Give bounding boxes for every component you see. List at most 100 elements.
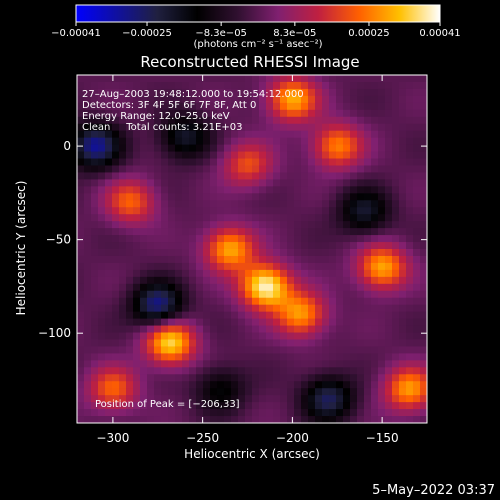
heatmap-cell [84, 207, 92, 215]
heatmap-cell [357, 339, 365, 347]
heatmap-cell [308, 130, 316, 139]
heatmap-cell [175, 172, 183, 180]
heatmap-cell [259, 416, 267, 423]
heatmap-cell [84, 144, 92, 152]
heatmap-cell [161, 193, 169, 201]
heatmap-cell [420, 262, 427, 271]
heatmap-cell [392, 130, 400, 139]
heatmap-cell [245, 388, 253, 396]
heatmap-cell [420, 151, 427, 159]
heatmap-cell [154, 75, 162, 83]
heatmap-cell [161, 346, 169, 354]
heatmap-cell [357, 242, 365, 250]
heatmap-cell [231, 325, 239, 333]
heatmap-cell [322, 339, 330, 347]
heatmap-cell [189, 360, 197, 368]
heatmap-cell [133, 269, 141, 278]
heatmap-cell [119, 339, 127, 347]
heatmap-cell [315, 207, 323, 215]
heatmap-cell [280, 346, 288, 354]
heatmap-cell [364, 409, 372, 417]
heatmap-cell [252, 235, 260, 243]
heatmap-cell [392, 151, 400, 159]
heatmap-cell [399, 374, 407, 382]
heatmap-cell [231, 75, 239, 83]
heatmap-cell [371, 353, 379, 361]
heatmap-cell [287, 360, 295, 368]
heatmap-cell [175, 81, 183, 90]
heatmap-cell [392, 402, 400, 410]
heatmap-cell [175, 200, 183, 208]
heatmap-cell [175, 75, 183, 83]
heatmap-cell [231, 318, 239, 326]
heatmap-cell [119, 193, 127, 201]
heatmap-cell [385, 242, 393, 250]
heatmap-cell [161, 339, 169, 347]
heatmap-cell [175, 304, 183, 313]
heatmap-cell [343, 207, 351, 215]
annotations: 27–Aug–2003 19:48:12.000 to 19:54:12.000… [82, 89, 304, 410]
heatmap-cell [322, 102, 330, 111]
heatmap-cell [273, 207, 281, 215]
heatmap-cell [273, 116, 281, 125]
heatmap-cell [308, 353, 316, 361]
heatmap-cell [224, 353, 232, 361]
heatmap-cell [399, 242, 407, 250]
heatmap-cell [105, 311, 113, 319]
heatmap-cell [245, 137, 253, 145]
heatmap-cell [175, 367, 183, 375]
heatmap-cell [238, 75, 246, 83]
heatmap-cell [406, 207, 414, 215]
heatmap-cell [273, 75, 281, 83]
heatmap-cell [196, 151, 204, 159]
heatmap-cell [231, 283, 239, 292]
heatmap-cell [140, 207, 148, 215]
heatmap-cell [280, 395, 288, 403]
heatmap-cell [147, 367, 155, 375]
heatmap-cell [168, 179, 176, 187]
heatmap-cell [280, 130, 288, 139]
heatmap-cell [329, 130, 337, 139]
heatmap-cell [91, 304, 99, 313]
heatmap-cell [238, 221, 246, 229]
heatmap-cell [399, 228, 407, 236]
heatmap-cell [154, 416, 162, 423]
heatmap-cell [399, 346, 407, 354]
heatmap-cell [280, 249, 288, 257]
heatmap-cell [182, 116, 190, 125]
heatmap-cell [203, 144, 211, 152]
heatmap-cell [378, 276, 386, 285]
heatmap-cell [140, 123, 148, 132]
heatmap-cell [343, 221, 351, 229]
heatmap-cell [91, 151, 99, 159]
heatmap-cell [140, 242, 148, 250]
heatmap-cell [329, 374, 337, 382]
heatmap-cell [245, 81, 253, 90]
heatmap-cell [77, 311, 85, 319]
heatmap-cell [294, 186, 302, 194]
heatmap-cell [273, 311, 281, 319]
heatmap-cell [420, 402, 427, 410]
heatmap-cell [238, 360, 246, 368]
heatmap-cell [98, 158, 106, 166]
heatmap-cell [378, 137, 386, 145]
heatmap-cell [287, 325, 295, 333]
heatmap-cell [175, 123, 183, 132]
heatmap-cell [224, 276, 232, 285]
heatmap-cell [399, 339, 407, 347]
heatmap-cell [168, 102, 176, 111]
heatmap-cell [203, 102, 211, 111]
heatmap-cell [175, 255, 183, 264]
heatmap-cell [210, 276, 218, 285]
heatmap-cell [112, 123, 120, 132]
heatmap-cell [238, 249, 246, 257]
heatmap-cell [385, 81, 393, 90]
heatmap-cell [392, 102, 400, 111]
heatmap-cell [399, 353, 407, 361]
heatmap-cell [378, 255, 386, 264]
heatmap-cell [371, 332, 379, 340]
heatmap-cell [371, 95, 379, 104]
heatmap-cell [287, 186, 295, 194]
heatmap-cell [371, 130, 379, 139]
heatmap-cell [245, 318, 253, 326]
